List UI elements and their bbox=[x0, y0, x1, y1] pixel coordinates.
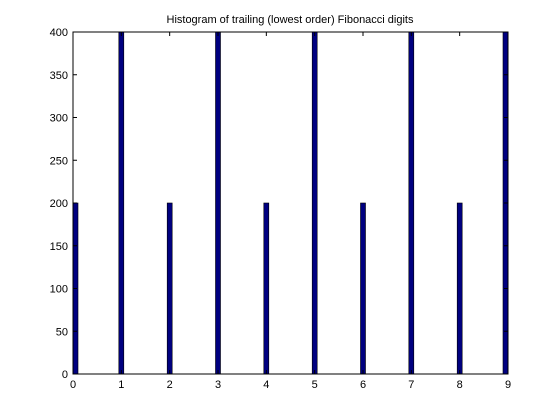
x-tick-label: 7 bbox=[408, 379, 414, 391]
plot-area: 0 1 2 3 4 5 6 7 8 9 0 50 100 150 200 250 300 350 400 bbox=[50, 27, 511, 391]
histogram-bar-1 bbox=[118, 31, 125, 375]
x-tick-label: 5 bbox=[312, 379, 318, 391]
chart-title: Histogram of trailing (lowest order) Fib… bbox=[167, 14, 414, 26]
y-tick-label: 300 bbox=[50, 113, 68, 125]
x-tick-label: 1 bbox=[118, 379, 124, 391]
x-tick-label: 2 bbox=[167, 379, 173, 391]
y-tick-label: 350 bbox=[50, 70, 68, 82]
histogram-bar-7 bbox=[408, 31, 415, 375]
x-tick-label: 8 bbox=[457, 379, 463, 391]
y-tick-label: 250 bbox=[50, 155, 68, 167]
histogram-bar-5 bbox=[311, 31, 318, 375]
x-tick-label: 0 bbox=[70, 379, 76, 391]
y-tick-label: 0 bbox=[62, 369, 68, 381]
x-tick-label: 4 bbox=[263, 379, 269, 391]
y-tick-label: 50 bbox=[56, 326, 68, 338]
x-tick-label: 6 bbox=[360, 379, 366, 391]
histogram-bar-8 bbox=[456, 202, 463, 375]
y-tick-label: 150 bbox=[50, 241, 68, 253]
histogram-bar-2 bbox=[166, 202, 173, 375]
y-tick-label: 400 bbox=[50, 27, 68, 39]
y-tick-label: 200 bbox=[50, 198, 68, 210]
x-tick-label: 9 bbox=[505, 379, 511, 391]
x-tick-label: 3 bbox=[215, 379, 221, 391]
histogram-bar-3 bbox=[215, 31, 221, 375]
histogram-bar-6 bbox=[360, 202, 366, 375]
histogram-bar-4 bbox=[263, 202, 270, 375]
y-tick-label: 100 bbox=[50, 284, 68, 296]
